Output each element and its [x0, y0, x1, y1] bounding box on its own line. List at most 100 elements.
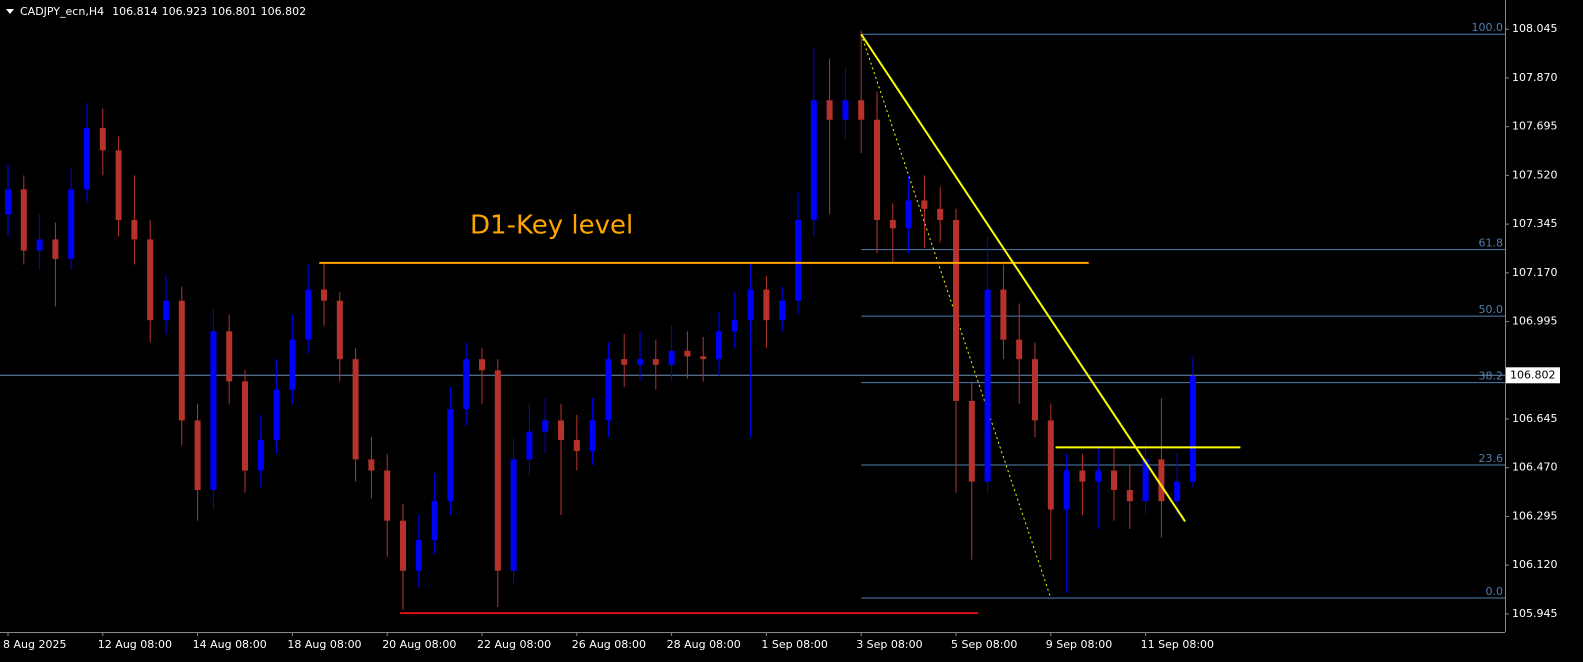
chart-header: CADJPY_ecn,H4 106.814 106.923 106.801 106.80… — [20, 5, 306, 18]
candle-body — [368, 459, 375, 471]
candle-body — [747, 289, 754, 321]
x-tick-label: 26 Aug 08:00 — [572, 638, 646, 651]
candle-body — [257, 439, 264, 471]
candle-body — [400, 520, 406, 571]
candle-body — [36, 239, 43, 251]
candle-body — [668, 350, 675, 365]
candle-body — [194, 420, 201, 491]
x-tick-label: 22 Aug 08:00 — [477, 638, 551, 651]
y-tick-label: 106.645 — [1512, 412, 1558, 425]
symbol: CADJPY_ecn,H4 — [20, 5, 104, 18]
candle-body — [1174, 481, 1181, 502]
y-tick-label: 107.170 — [1512, 266, 1558, 279]
candle-body — [1000, 289, 1007, 340]
candle-body — [1095, 470, 1102, 482]
candle-body — [605, 359, 612, 421]
candle-body — [558, 420, 564, 440]
candle-body — [226, 331, 233, 382]
quote: 106.923 — [162, 5, 208, 18]
candle-body — [52, 239, 59, 259]
x-tick-label: 28 Aug 08:00 — [667, 638, 741, 651]
candle-body — [1047, 420, 1054, 510]
x-tick-label: 14 Aug 08:00 — [193, 638, 267, 651]
candle-body — [621, 359, 628, 365]
candle-body — [700, 356, 707, 360]
candle-body — [384, 470, 391, 521]
candle-body — [905, 200, 912, 229]
candle-body — [1111, 470, 1117, 491]
candle-body — [115, 150, 122, 220]
candle-body — [210, 331, 217, 491]
candle-body — [984, 289, 991, 482]
candle-body — [589, 420, 596, 452]
menu-arrow[interactable] — [6, 9, 14, 14]
y-tick-label: 107.695 — [1512, 120, 1558, 133]
trendline — [860, 33, 1186, 523]
y-tick-label: 106.120 — [1512, 558, 1558, 571]
candle-body — [795, 219, 801, 301]
fib-label: 100.0 — [1472, 21, 1504, 34]
candle-body — [573, 439, 580, 452]
candle-body — [163, 300, 169, 321]
fib-label: 61.8 — [1479, 237, 1504, 250]
candle-body — [431, 501, 438, 541]
candle-body — [1079, 470, 1086, 482]
fib-label: 50.0 — [1479, 303, 1504, 316]
fib-label: 0.0 — [1486, 585, 1504, 598]
candle-body — [178, 300, 185, 421]
candle-body — [968, 400, 975, 482]
x-tick-label: 12 Aug 08:00 — [98, 638, 172, 651]
candle-body — [289, 339, 296, 390]
candle-body — [242, 381, 248, 471]
candle-body — [684, 350, 691, 357]
y-tick-label: 107.520 — [1512, 168, 1558, 181]
candle-body — [494, 370, 501, 571]
candle-body — [763, 289, 770, 321]
candle-body — [858, 100, 865, 120]
candle-body — [84, 128, 90, 190]
candle-body — [779, 300, 786, 321]
candle-body — [99, 128, 106, 151]
fib-label: 38.2 — [1479, 370, 1504, 383]
candle-body — [1016, 339, 1023, 360]
candle-body — [1158, 459, 1165, 502]
y-tick-label: 107.345 — [1512, 217, 1558, 230]
x-tick-label: 5 Sep 08:00 — [951, 638, 1017, 651]
candle-body — [305, 289, 312, 340]
quote: 106.814 — [112, 5, 158, 18]
candle-body — [937, 208, 944, 220]
y-tick-label: 105.945 — [1512, 607, 1558, 620]
candle-body — [273, 389, 280, 440]
last-price-box — [1506, 367, 1560, 384]
candle-body — [826, 100, 833, 120]
candle-body — [1126, 490, 1133, 502]
candle-body — [510, 459, 517, 571]
candle-body — [810, 100, 817, 220]
y-tick-label: 107.870 — [1512, 71, 1558, 84]
y-tick-label: 106.470 — [1512, 461, 1558, 474]
y-tick-label: 108.045 — [1512, 22, 1558, 35]
candle-body — [842, 100, 849, 120]
candle-body — [336, 300, 343, 360]
candle-body — [352, 359, 359, 460]
candle-body — [20, 189, 27, 251]
candle-body — [637, 359, 643, 365]
candle-body — [415, 540, 422, 571]
candle-body — [321, 289, 327, 301]
candle-body — [447, 409, 454, 502]
quote: 106.801 — [211, 5, 257, 18]
candle-body — [921, 200, 928, 209]
candle-body — [131, 219, 138, 240]
candle-body — [463, 359, 470, 410]
candle-body — [953, 219, 959, 401]
y-tick-label: 106.995 — [1512, 315, 1558, 328]
candle-body — [526, 431, 533, 460]
candle-body — [1032, 359, 1038, 421]
x-tick-label: 20 Aug 08:00 — [382, 638, 456, 651]
candle-body — [147, 239, 154, 321]
candle-body — [1142, 459, 1149, 502]
fib-label: 23.6 — [1479, 452, 1504, 465]
